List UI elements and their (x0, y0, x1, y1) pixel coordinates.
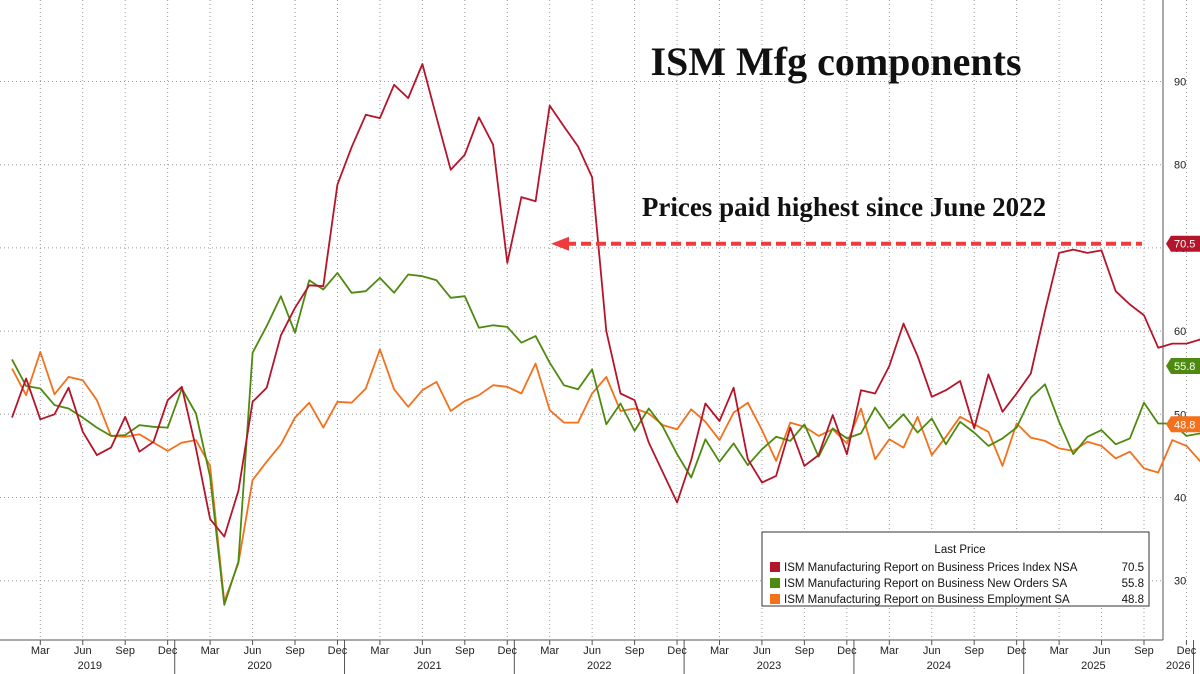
x-month-label: Dec (1177, 645, 1197, 657)
x-month-label: Dec (158, 645, 178, 657)
legend-entry-name: ISM Manufacturing Report on Business New… (784, 578, 1067, 590)
legend-entry-name: ISM Manufacturing Report on Business Emp… (784, 594, 1070, 606)
legend-swatch (770, 562, 780, 572)
grid (0, 0, 1187, 640)
x-month-label: Dec (328, 645, 348, 657)
legend-title: Last Price (934, 544, 985, 556)
x-tick-labels: Mar Jun Sep Dec Mar Jun Sep Dec Mar Jun Sep Dec Mar J… (31, 645, 1197, 672)
x-month-label: Jun (923, 645, 941, 657)
y-tick-label: 80 (1174, 160, 1186, 172)
series-line-1 (11, 271, 1200, 606)
x-month-label: Jun (753, 645, 771, 657)
x-month-label: Jun (1093, 645, 1111, 657)
x-month-label: Sep (455, 645, 475, 657)
x-year-label: 2019 (78, 660, 102, 672)
x-month-label: Mar (880, 645, 899, 657)
x-month-label: Mar (710, 645, 729, 657)
legend-box (761, 531, 1150, 607)
legend: Last Price ISM Manufacturing Report on Bu… (761, 531, 1150, 607)
annotation-arrowhead (551, 236, 569, 251)
chart-title: ISM Mfg components (650, 39, 1021, 84)
legend-entry-value: 70.5 (1122, 562, 1144, 574)
legend-entry-value: 48.8 (1122, 594, 1144, 606)
y-tick-label: 90 (1174, 77, 1186, 89)
x-month-label: Jun (244, 645, 262, 657)
last-value-badge (1166, 235, 1200, 252)
legend-swatch (770, 578, 780, 588)
x-month-label: Dec (837, 645, 857, 657)
x-month-label: Sep (795, 645, 815, 657)
x-month-label: Sep (964, 645, 984, 657)
series-line-0 (11, 63, 1200, 538)
x-month-label: Sep (625, 645, 645, 657)
x-year-label: 2021 (417, 660, 441, 672)
last-value-badge (1166, 416, 1200, 433)
x-month-label: Dec (497, 645, 517, 657)
x-month-label: Sep (285, 645, 305, 657)
annotation-text: Prices paid highest since June 2022 (642, 192, 1046, 222)
last-value-label: 55.8 (1174, 361, 1195, 373)
x-month-label: Jun (583, 645, 601, 657)
x-month-label: Jun (413, 645, 431, 657)
x-year-label: 2025 (1081, 660, 1105, 672)
last-value-badges: 70.5 55.8 48.8 (1166, 235, 1200, 433)
x-month-label: Jun (74, 645, 92, 657)
legend-entry-value: 55.8 (1122, 578, 1144, 590)
x-month-label: Dec (1007, 645, 1027, 657)
x-month-label: Sep (115, 645, 135, 657)
series-line-2 (11, 348, 1200, 603)
legend-entry-name: ISM Manufacturing Report on Business Pri… (784, 562, 1078, 574)
annotation-group: Prices paid highest since June 2022 (551, 192, 1142, 251)
x-month-label: Mar (540, 645, 559, 657)
y-tick-label: 60 (1174, 326, 1186, 338)
y-tick-label: 30 (1174, 576, 1186, 588)
legend-swatch (770, 594, 780, 604)
x-year-label: 2024 (927, 660, 951, 672)
x-month-label: Sep (1134, 645, 1154, 657)
series-lines (11, 63, 1200, 606)
x-year-label: 2023 (757, 660, 781, 672)
last-value-label: 48.8 (1174, 419, 1195, 431)
x-month-label: Mar (31, 645, 50, 657)
x-year-label: 2026 (1166, 660, 1190, 672)
x-month-label: Dec (667, 645, 687, 657)
x-month-label: Mar (370, 645, 389, 657)
last-value-badge (1166, 358, 1200, 375)
last-value-label: 70.5 (1174, 239, 1195, 251)
x-year-label: 2022 (587, 660, 611, 672)
x-month-label: Mar (201, 645, 220, 657)
y-tick-label: 40 (1174, 493, 1186, 505)
x-year-label: 2020 (247, 660, 271, 672)
x-month-label: Mar (1050, 645, 1069, 657)
